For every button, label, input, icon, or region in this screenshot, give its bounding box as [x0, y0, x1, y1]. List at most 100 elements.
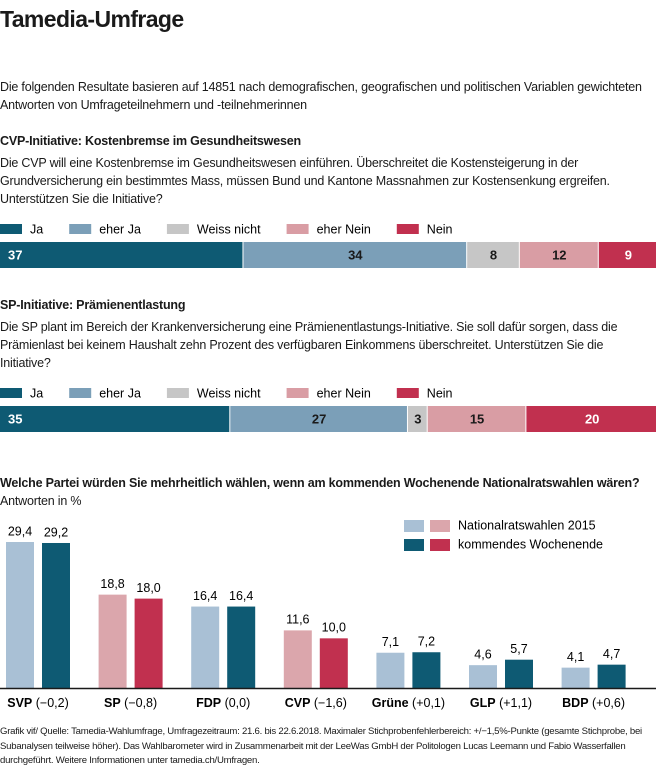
legend-label: eher Nein [317, 386, 371, 400]
party-change: (0,0) [221, 696, 250, 710]
party-name: SP [104, 696, 121, 710]
value-label: 27 [312, 411, 326, 426]
x-tick-label: GLP (+1,1) [470, 696, 532, 710]
value-label: 11,6 [286, 613, 309, 627]
bar [191, 606, 220, 688]
value-label: 5,7 [510, 642, 527, 656]
legend-swatch [0, 224, 22, 234]
value-label: 4,6 [474, 647, 491, 661]
chart-question: Die SP plant im Bereich der Krankenversi… [0, 320, 618, 370]
legend-swatch [430, 539, 450, 551]
legend-label: eher Ja [99, 386, 141, 400]
party-name: Grüne [372, 696, 409, 710]
party-name: SVP [7, 696, 32, 710]
chart-title: SP-Initiative: Prämienentlastung [0, 298, 186, 312]
party-change: (+0,6) [589, 696, 625, 710]
legend-swatch [404, 520, 424, 532]
party-change: (−0,8) [121, 696, 157, 710]
chart-2-header: SP-Initiative: Prämienentlastung Die SP … [0, 296, 656, 372]
value-label: 16,4 [229, 589, 253, 603]
bar-segment [526, 406, 656, 432]
value-label: 29,4 [8, 524, 32, 538]
bar-segment [598, 242, 656, 268]
footer-text: Grafik vif/ Quelle: Tamedia-Wahlumfrage,… [0, 726, 642, 766]
legend-swatch [286, 224, 309, 234]
party-change: (+1,1) [496, 696, 532, 710]
party-name: GLP [470, 696, 496, 710]
chart-subtitle: Antworten in % [0, 494, 82, 508]
chart-title: CVP-Initiative: Kostenbremse im Gesundhe… [0, 134, 301, 148]
bar [376, 652, 405, 688]
chart-1-header: CVP-Initiative: Kostenbremse im Gesundhe… [0, 132, 656, 208]
x-tick-label: CVP (−1,6) [285, 696, 347, 710]
legend-label: eher Ja [99, 222, 141, 236]
bar-segment [0, 242, 243, 268]
value-label: 15 [470, 411, 484, 426]
legend-label: Nein [427, 222, 453, 236]
legend-swatch [286, 388, 309, 398]
value-label: 7,2 [418, 635, 435, 649]
bar [6, 542, 34, 688]
bar-segment [243, 242, 467, 268]
value-label: 35 [8, 411, 22, 426]
legend-swatch [166, 224, 189, 234]
x-tick-label: SVP (−0,2) [7, 696, 69, 710]
bar [561, 667, 590, 688]
party-name: FDP [196, 696, 221, 710]
x-tick-label: FDP (0,0) [196, 696, 250, 710]
party-name: BDP [562, 696, 588, 710]
bar-segment [0, 406, 230, 432]
bar-segment [427, 406, 526, 432]
bar [505, 659, 533, 688]
legend-swatch [430, 520, 450, 532]
value-label: 29,2 [44, 525, 68, 539]
bar [227, 606, 256, 688]
legend-label: Ja [30, 386, 43, 400]
legend-swatch [69, 224, 92, 234]
party-name: CVP [285, 696, 311, 710]
value-label: 4,1 [567, 650, 584, 664]
legend-label: kommendes Wochenende [458, 537, 603, 551]
value-label: 8 [490, 247, 497, 262]
value-label: 18,8 [100, 577, 124, 591]
chart-title: Welche Partei würden Sie mehrheitlich wä… [0, 476, 640, 490]
legend-label: Weiss nicht [197, 222, 261, 236]
x-tick-label: SP (−0,8) [104, 696, 157, 710]
legend-swatch [404, 539, 424, 551]
legend-swatch [69, 388, 92, 398]
chart-3: Nationalratswahlen 2015 kommendes Wochene… [0, 518, 656, 710]
value-label: 7,1 [382, 635, 399, 649]
legend-swatch [0, 388, 22, 398]
legend-label: eher Nein [317, 222, 371, 236]
chart-1: Ja eher Ja Weiss nicht eher Nein Nein 37 34 8 12… [0, 222, 656, 268]
legend-swatch [166, 388, 189, 398]
legend-label: Ja [30, 222, 43, 236]
value-label: 16,4 [193, 589, 217, 603]
value-label: 34 [348, 247, 363, 262]
intro-text: Die folgenden Resultate basieren auf 148… [0, 80, 642, 112]
party-change: (+0,1) [409, 696, 445, 710]
value-label: 3 [414, 411, 421, 426]
bar [134, 598, 163, 688]
party-change: (−1,6) [310, 696, 346, 710]
page-title: Tamedia-Umfrage [0, 6, 184, 32]
chart-3-title: Welche Partei würden Sie mehrheitlich wä… [0, 474, 656, 510]
chart-2: Ja eher Ja Weiss nicht eher Nein Nein 35 27 3 15… [0, 386, 656, 432]
bar [283, 630, 312, 688]
value-label: 20 [585, 411, 599, 426]
legend-swatch [396, 388, 419, 398]
value-label: 10,0 [322, 621, 346, 635]
legend-swatch [396, 224, 419, 234]
bar [98, 594, 127, 688]
party-change: (−0,2) [32, 696, 68, 710]
legend-label: Weiss nicht [197, 386, 261, 400]
bar-segment [230, 406, 407, 432]
value-label: 18,0 [136, 581, 160, 595]
bar-segment [467, 242, 519, 268]
bar [412, 652, 441, 688]
bar-segment [519, 242, 598, 268]
chart-question: Die CVP will eine Kostenbremse im Gesund… [0, 156, 610, 206]
x-tick-label: BDP (+0,6) [562, 696, 625, 710]
value-label: 37 [8, 247, 22, 262]
